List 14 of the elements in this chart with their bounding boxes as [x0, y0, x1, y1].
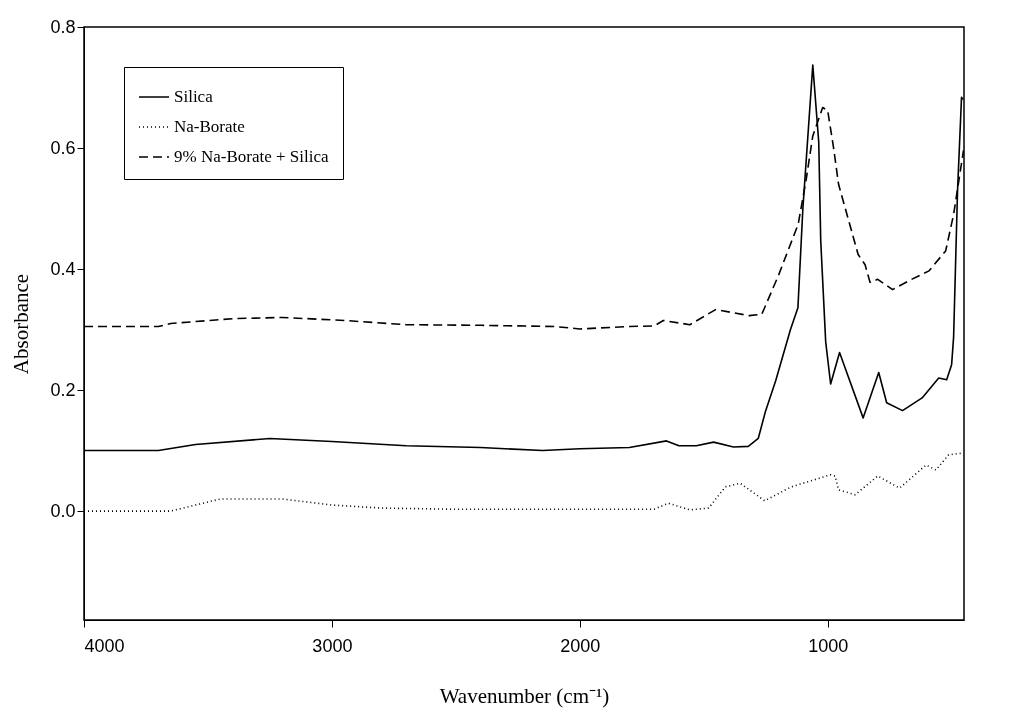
x-tick-label: 2000: [560, 635, 601, 656]
x-tick-label: 4000: [84, 635, 125, 656]
legend-label: 9% Na-Borate + Silica: [174, 147, 329, 166]
x-axis-title: Wavenumber (cm⁻¹): [439, 683, 610, 708]
y-tick-label: 0.6: [50, 137, 76, 158]
x-tick-label: 3000: [312, 635, 353, 656]
x-tick-label: 1000: [808, 635, 849, 656]
y-tick-label: 0.0: [50, 500, 76, 521]
y-axis-title: Absorbance: [9, 273, 34, 375]
y-tick-label: 0.4: [50, 258, 76, 279]
legend-label: Na-Borate: [174, 117, 245, 136]
y-tick-label: 0.8: [50, 16, 76, 37]
legend-label: Silica: [174, 87, 214, 106]
y-tick-label: 0.2: [50, 379, 76, 400]
